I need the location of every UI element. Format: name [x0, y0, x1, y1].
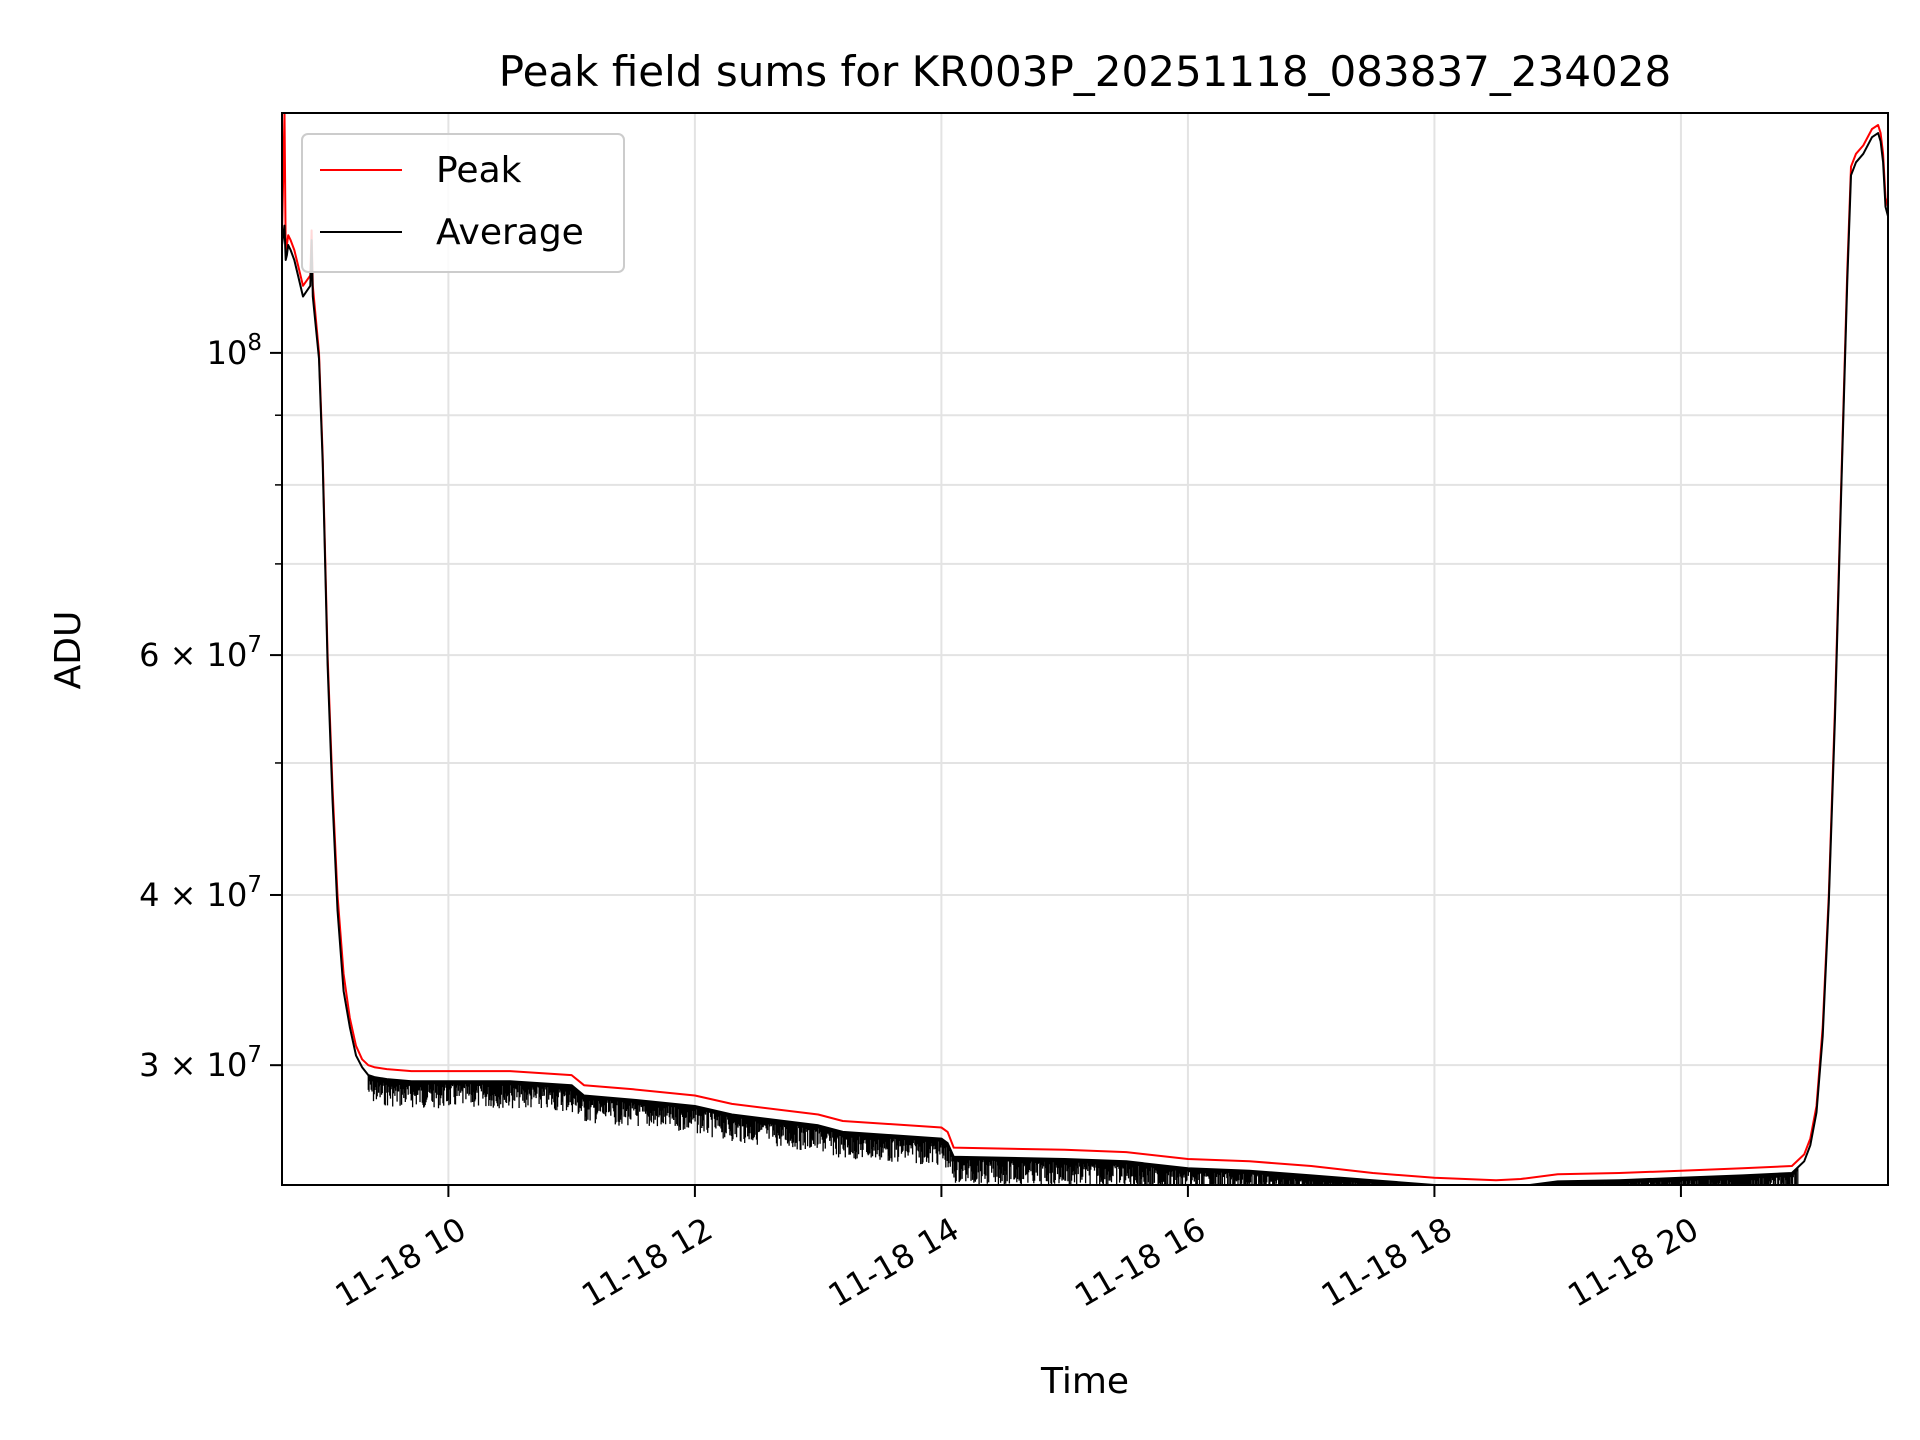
- y-axis-label: ADU: [48, 611, 89, 690]
- chart-title: Peak field sums for KR003P_20251118_0838…: [499, 47, 1671, 96]
- y-tick-label: 4 × 107: [139, 872, 262, 914]
- grid: [282, 113, 1888, 1185]
- legend: Peak Average: [301, 133, 625, 273]
- legend-label-peak: Peak: [436, 150, 522, 191]
- y-tick-label: 3 × 107: [139, 1042, 262, 1084]
- legend-box: [301, 133, 625, 273]
- plot-frame: [281, 112, 1889, 1186]
- y-tick-label: 6 × 107: [139, 632, 262, 674]
- y-axis: 108 6 × 107 4 × 107 3 × 107: [139, 330, 282, 1084]
- x-axis-label: Time: [1040, 1361, 1129, 1402]
- y-tick-label: 108: [207, 330, 262, 372]
- legend-label-average: Average: [436, 212, 584, 253]
